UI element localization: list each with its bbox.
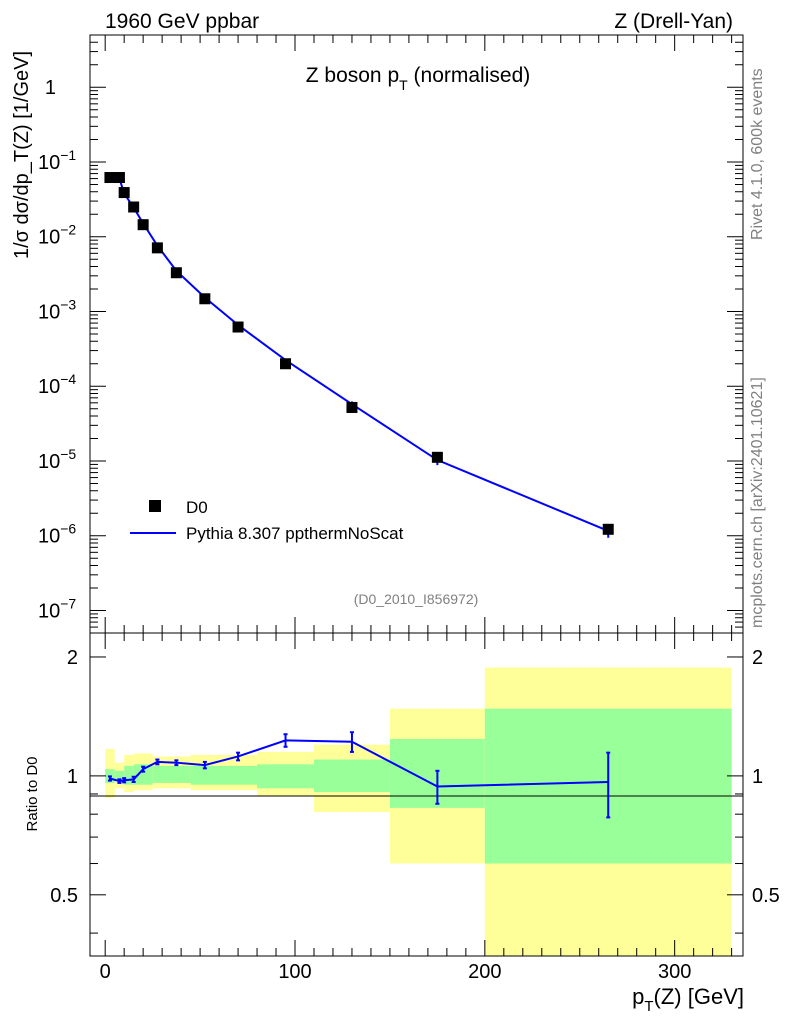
ratio-frame <box>89 632 744 957</box>
ratio-ytick-label-left: 2 <box>67 647 78 669</box>
data-point-marker <box>113 172 125 184</box>
data-point-marker <box>128 201 140 213</box>
analysis-id: (D0_2010_I856972) <box>354 591 479 607</box>
ratio-band-inner <box>133 764 153 785</box>
ratio-ytick-label-left: 0.5 <box>50 885 78 907</box>
main-ytick-label: 10−2 <box>38 222 76 249</box>
rivet-label: Rivet 4.1.0, 600k events <box>749 68 766 240</box>
ratio-band-inner <box>313 759 390 793</box>
ratio-band-inner <box>190 765 258 785</box>
main-ytick-label: 10−4 <box>38 371 76 398</box>
ratio-ytick-label-right: 1 <box>752 766 763 788</box>
x-tick-label: 200 <box>468 961 501 983</box>
mc-series-line <box>109 177 609 532</box>
main-title-tail: (normalised) <box>408 64 531 87</box>
x-tick-label: 0 <box>100 961 111 983</box>
main-title-sub: T <box>399 77 408 93</box>
data-point-marker <box>170 267 182 279</box>
main-frame <box>89 34 744 634</box>
data-point-marker <box>232 321 244 333</box>
header-energy: 1960 GeV ppbar <box>105 10 259 33</box>
ratio-ytick-label-right: 2 <box>752 647 763 669</box>
x-axis-label-tail: (Z) [GeV] <box>654 984 744 1009</box>
ratio-panel: 0.5 0.5 1 1 2 2 0 100 200 300 Ratio to D0 pT(Z) [… <box>24 632 780 1015</box>
data-point-marker <box>104 172 116 184</box>
data-point-marker <box>346 401 358 413</box>
data-point-marker <box>199 293 211 305</box>
ratio-ytick-label-left: 1 <box>67 766 78 788</box>
main-ytick-label: 10−5 <box>38 446 76 473</box>
main-ytick-label: 1 <box>45 77 56 99</box>
main-panel: 10−7 10−6 10−5 10−4 10−3 10−2 10−1 1 Z boson pT… <box>11 34 744 634</box>
data-point-marker <box>431 451 443 463</box>
legend-label-data: D0 <box>186 498 208 517</box>
x-tick-label: 300 <box>658 961 691 983</box>
data-point-marker <box>137 219 149 231</box>
main-ytick-label: 10−7 <box>38 595 76 622</box>
data-point-marker <box>280 358 292 370</box>
ratio-band-inner <box>152 765 191 783</box>
ratio-band-inner <box>257 764 314 789</box>
legend-label-mc: Pythia 8.307 ppthermNoScat <box>186 524 404 543</box>
legend: D0 Pythia 8.307 ppthermNoScat <box>130 498 404 543</box>
x-tick-label: 100 <box>278 961 311 983</box>
ratio-band-inner <box>114 770 125 782</box>
main-ytick-label: 10−6 <box>38 521 76 548</box>
main-ytick-label: 10−3 <box>38 296 76 323</box>
main-title: Z boson pT (normalised) <box>306 64 531 93</box>
legend-marker-data <box>149 500 161 512</box>
mcplots-label: mcplots.cern.ch [arXiv:2401.10621] <box>749 377 766 628</box>
main-ylabel: 1/σ dσ/dp_T(Z) [1/GeV] <box>11 51 33 259</box>
ratio-ytick-label-right: 0.5 <box>752 885 780 907</box>
main-ytick-label: 10−1 <box>38 147 76 174</box>
ratio-ylabel: Ratio to D0 <box>24 756 41 831</box>
data-point-marker <box>602 523 614 535</box>
header-process: Z (Drell-Yan) <box>614 10 733 33</box>
data-point-marker <box>151 242 163 254</box>
ratio-band-inner <box>124 765 134 785</box>
x-axis-label: pT(Z) [GeV] <box>632 984 744 1015</box>
data-point-marker <box>118 187 130 199</box>
x-axis-label-sub: T <box>644 998 653 1015</box>
